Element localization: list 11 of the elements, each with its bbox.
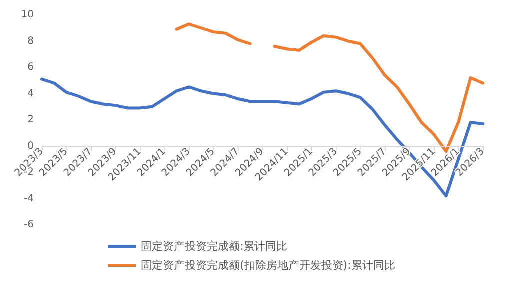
y-tick-label: 10 bbox=[21, 10, 34, 20]
legend-label: 固定资产投资完成额:累计同比 bbox=[141, 240, 288, 253]
y-tick-label: -4 bbox=[24, 193, 34, 204]
legend-label: 固定资产投资完成额(扣除房地产开发投资):累计同比 bbox=[141, 259, 396, 272]
y-tick-label: -6 bbox=[24, 220, 34, 230]
y-tick-label: 4 bbox=[28, 88, 34, 100]
y-tick-label: 8 bbox=[28, 36, 34, 47]
line-series bbox=[40, 78, 484, 198]
y-tick-label: 2 bbox=[28, 114, 34, 126]
y-tick-label: 6 bbox=[28, 62, 34, 73]
y-tick-label: 0 bbox=[28, 140, 34, 152]
